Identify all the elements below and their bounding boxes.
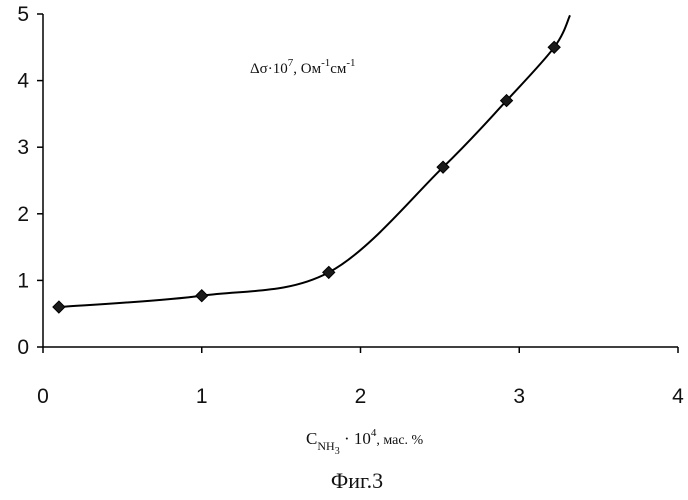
y-tick-label: 4 [17,70,29,93]
x-axis-label: CNH3 · 104, мас. % [306,427,424,457]
y-tick-label: 3 [17,136,29,159]
y-tick-label: 5 [17,3,29,26]
x-tick-label: 4 [672,385,684,408]
y-axis: 0 1 2 3 4 5 [17,3,43,359]
markers [53,41,560,313]
x-axis: 0 1 2 3 4 [37,347,684,408]
x-tick-label: 3 [513,385,525,408]
data-point-marker [196,290,208,302]
y-tick-label: 0 [17,336,29,359]
x-tick-label: 0 [37,385,49,408]
y-tick-label: 1 [17,269,29,292]
y-tick-label: 2 [17,203,29,226]
x-ticks: 0 1 2 3 4 [37,347,684,408]
data-point-marker [53,301,65,313]
y-axis-label: Δσ·107, Ом-1см-1 [250,57,356,77]
x-tick-label: 2 [355,385,367,408]
y-ticks: 0 1 2 3 4 5 [17,3,43,359]
figure-caption: Фиг.3 [331,468,383,493]
x-tick-label: 1 [196,385,208,408]
series-line [59,15,570,307]
data-point-marker [323,266,335,278]
